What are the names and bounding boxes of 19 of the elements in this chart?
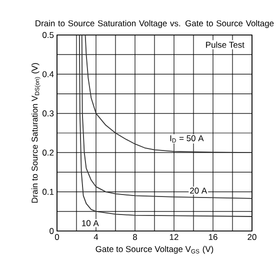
x-tick-label: 0 — [54, 234, 60, 240]
y-tick-label: 0.2 — [42, 150, 54, 156]
annotation: Pulse Test — [206, 42, 244, 48]
y-tick-label: 0.3 — [42, 110, 54, 116]
series-label: 10 A — [82, 220, 99, 226]
y-tick-label: 0.1 — [42, 188, 54, 195]
x-tick-label: 8 — [133, 234, 137, 240]
x-tick-label: 16 — [208, 234, 218, 240]
series-label: 20 A — [190, 188, 208, 194]
x-axis-title: Gate to Source Voltage V$_{GS}$ (V) — [96, 246, 214, 254]
x-tick-label: 12 — [170, 234, 178, 240]
x-tick-label: 4 — [94, 234, 98, 240]
chart-title: Drain to Source Saturation Voltage vs. Gate to Source Voltage — [36, 20, 274, 28]
y-tick-label: 0.5 — [42, 32, 54, 38]
series-label: I$_{D}$ = 50 A — [170, 135, 204, 143]
y-axis-title: Drain to Source Saturation V$_{DS(on)}$ (V) — [31, 63, 40, 203]
x-tick-label: 20 — [248, 234, 256, 240]
y-tick-label: 0.4 — [42, 71, 54, 78]
y-tick-label: 0 — [50, 228, 54, 234]
